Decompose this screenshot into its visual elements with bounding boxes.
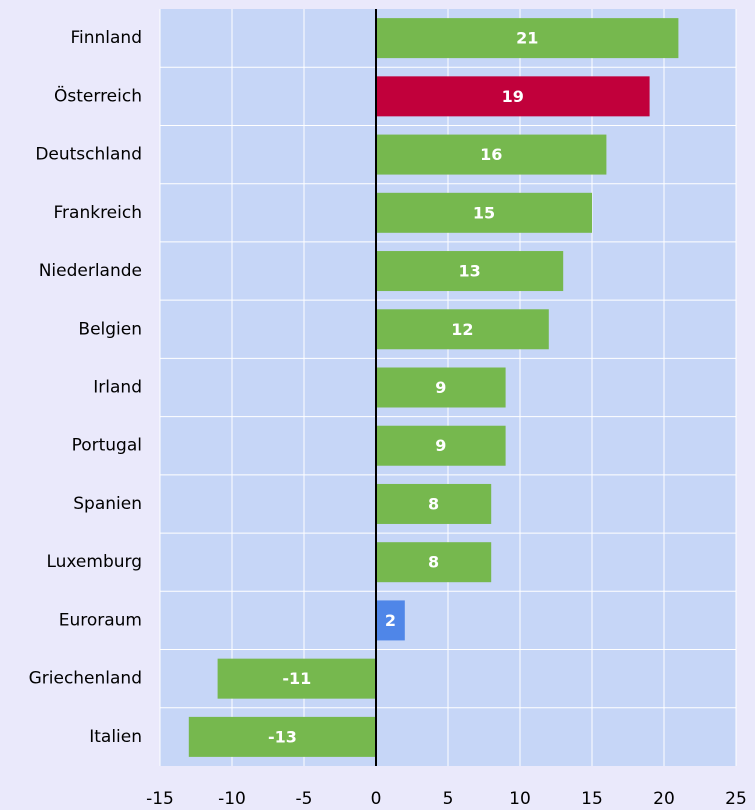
category-label: Irland [93, 378, 142, 398]
value-label: 9 [435, 378, 446, 397]
bar [376, 309, 549, 350]
x-tick-label: -15 [146, 789, 174, 809]
bar [376, 425, 506, 466]
x-tick-label: 15 [581, 789, 603, 809]
category-label: Niederlande [39, 261, 142, 281]
x-tick-label: 25 [725, 789, 747, 809]
bar [376, 76, 650, 117]
category-label: Finnland [70, 28, 142, 48]
x-tick-label: 10 [509, 789, 531, 809]
x-tick-label: -5 [296, 789, 313, 809]
value-label: 8 [428, 494, 439, 513]
value-label: -13 [268, 727, 297, 746]
x-tick-label: 20 [653, 789, 675, 809]
value-label: 16 [480, 145, 502, 164]
category-label: Frankreich [54, 203, 143, 223]
category-label: Italien [89, 727, 142, 747]
bar [376, 134, 607, 175]
value-label: 21 [516, 29, 538, 48]
bar [376, 251, 564, 292]
value-label: 2 [385, 611, 396, 630]
value-label: 15 [473, 203, 495, 222]
bar [376, 18, 679, 59]
value-label: 19 [502, 87, 524, 106]
category-label: Euroraum [59, 610, 142, 630]
category-label: Griechenland [29, 669, 142, 689]
value-label: 9 [435, 436, 446, 455]
value-label: 12 [451, 320, 473, 339]
bar [376, 600, 405, 641]
bar [376, 483, 492, 524]
category-label: Portugal [72, 436, 142, 456]
bar [376, 542, 492, 583]
bar [376, 192, 592, 233]
x-tick-label: -10 [218, 789, 246, 809]
category-label: Deutschland [35, 145, 142, 165]
category-label: Spanien [73, 494, 142, 514]
value-label: 8 [428, 553, 439, 572]
value-label: 13 [458, 262, 480, 281]
category-label: Luxemburg [46, 552, 142, 572]
category-label: Österreich [54, 84, 142, 106]
bar [188, 716, 376, 757]
bar [376, 367, 506, 408]
x-tick-label: 5 [443, 789, 454, 809]
category-label: Belgien [78, 319, 142, 339]
value-label: -11 [282, 669, 311, 688]
x-tick-label: 0 [371, 789, 382, 809]
bar [217, 658, 376, 699]
